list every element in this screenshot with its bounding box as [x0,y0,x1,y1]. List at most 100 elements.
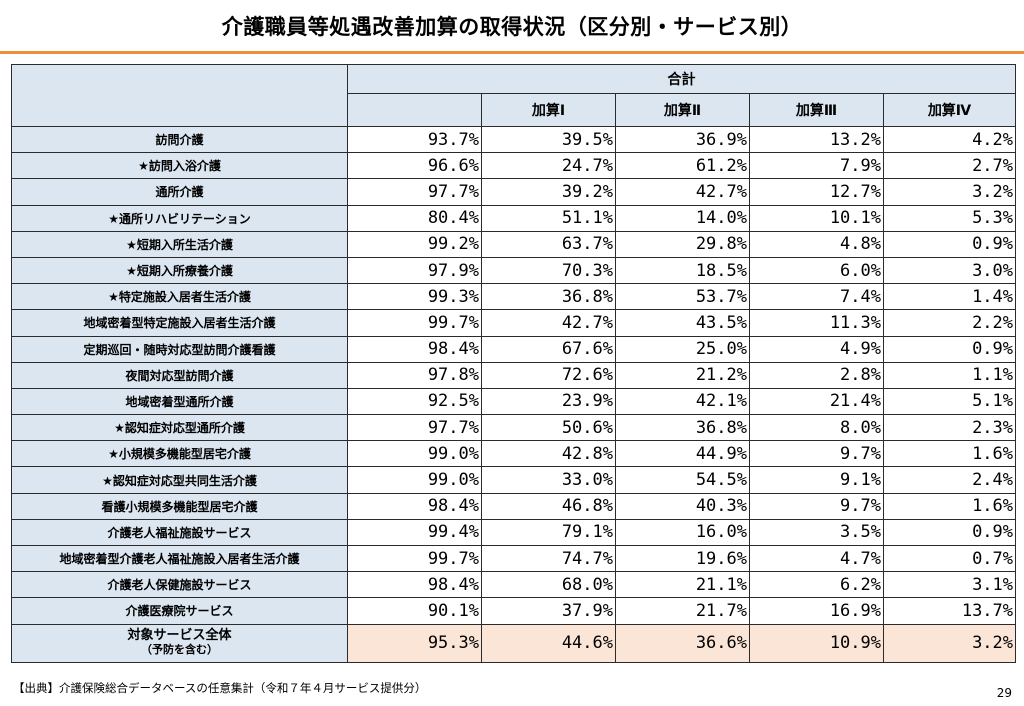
page-number: 29 [996,686,1012,700]
table-row: 定期巡回・随時対応型訪問介護看護 98.4% 67.6% 25.0% 4.9% 0.9% [11,335,1017,363]
service-name: 介護医療院サービス [11,597,348,625]
table-row: 訪問介護 93.7% 39.5% 36.9% 13.2% 4.2% [11,125,1017,154]
service-name: 看護小規模多機能型居宅介護 [11,492,348,520]
value-total: 99.7% [347,544,482,573]
value-kasan-3: 6.2% [749,571,884,599]
value-kasan-2: 29.8% [615,230,750,258]
value-kasan-2: 16.0% [615,518,750,547]
service-name: 地域密着型通所介護 [11,387,348,416]
service-name: 夜間対応型訪問介護 [11,361,348,389]
value-kasan-4: 4.2% [882,125,1017,154]
table-row: 通所介護 97.7% 39.2% 42.7% 12.7% 3.2% [11,178,1017,206]
value-kasan-2: 36.8% [615,414,750,442]
total-value-kasan-2: 36.6% [615,623,750,663]
table-row: ★認知症対応型共同生活介護 99.0% 33.0% 54.5% 9.1% 2.4% [11,466,1017,494]
value-total: 99.3% [347,283,482,311]
value-total: 97.8% [347,361,482,389]
value-total: 90.1% [347,597,482,625]
value-total: 97.9% [347,256,482,285]
service-name: 定期巡回・随時対応型訪問介護看護 [11,335,348,363]
total-value-kasan-3: 10.9% [749,623,884,663]
value-kasan-3: 3.5% [749,518,884,547]
value-kasan-2: 44.9% [615,440,750,468]
value-kasan-1: 51.1% [481,204,616,232]
value-total: 99.7% [347,309,482,337]
value-kasan-2: 18.5% [615,256,750,285]
value-kasan-4: 0.9% [882,230,1017,258]
value-kasan-1: 46.8% [481,492,616,520]
value-kasan-2: 61.2% [615,152,750,180]
value-kasan-3: 8.0% [749,414,884,442]
table-row: ★短期入所生活介護 99.2% 63.7% 29.8% 4.8% 0.9% [11,230,1017,258]
value-kasan-4: 2.3% [882,414,1017,442]
value-kasan-2: 43.5% [615,309,750,337]
value-kasan-1: 79.1% [481,518,616,547]
header-kasan-1: 加算Ⅰ [481,93,616,127]
acquisition-table: 合計 加算Ⅰ 加算Ⅱ 加算Ⅲ 加算Ⅳ 訪問介護 93.7% 39.5% 36.9% 13… [11,64,1017,663]
service-name: 訪問介護 [11,125,348,154]
value-total: 98.4% [347,492,482,520]
total-row: 対象サービス全体 （予防を含む） 95.3% 44.6% 36.6% 10.9%… [11,623,1017,663]
total-row-label: 対象サービス全体 （予防を含む） [11,623,348,663]
table-row: 介護老人福祉施設サービス 99.4% 79.1% 16.0% 3.5% 0.9% [11,518,1017,547]
value-kasan-2: 21.1% [615,571,750,599]
value-kasan-3: 2.8% [749,361,884,389]
value-kasan-4: 0.9% [882,518,1017,547]
value-total: 97.7% [347,414,482,442]
service-name: ★短期入所療養介護 [11,256,348,285]
value-kasan-3: 9.7% [749,492,884,520]
value-kasan-2: 54.5% [615,466,750,494]
value-kasan-4: 13.7% [882,597,1017,625]
value-kasan-3: 9.1% [749,466,884,494]
value-kasan-3: 21.4% [749,387,884,416]
value-kasan-3: 10.1% [749,204,884,232]
value-kasan-3: 4.7% [749,544,884,573]
value-total: 99.0% [347,466,482,494]
header-kasan-2: 加算Ⅱ [615,93,750,127]
value-kasan-4: 3.0% [882,256,1017,285]
total-value-total: 95.3% [347,623,482,663]
table-row: 地域密着型介護老人福祉施設入居者生活介護 99.7% 74.7% 19.6% 4.7% 0… [11,544,1017,573]
service-name: ★通所リハビリテーション [11,204,348,232]
value-kasan-2: 14.0% [615,204,750,232]
value-kasan-2: 42.7% [615,178,750,206]
total-value-kasan-1: 44.6% [481,623,616,663]
value-kasan-4: 0.9% [882,335,1017,363]
service-name: ★認知症対応型共同生活介護 [11,466,348,494]
value-total: 96.6% [347,152,482,180]
table-row: 介護老人保健施設サービス 98.4% 68.0% 21.1% 6.2% 3.1% [11,571,1017,599]
service-name: 地域密着型特定施設入居者生活介護 [11,309,348,337]
value-kasan-3: 11.3% [749,309,884,337]
value-kasan-4: 0.7% [882,544,1017,573]
value-total: 80.4% [347,204,482,232]
header-corner [11,64,348,127]
value-kasan-4: 2.2% [882,309,1017,337]
value-kasan-3: 12.7% [749,178,884,206]
value-kasan-2: 40.3% [615,492,750,520]
value-kasan-1: 63.7% [481,230,616,258]
table-row: ★通所リハビリテーション 80.4% 51.1% 14.0% 10.1% 5.3% [11,204,1017,232]
page-title: 介護職員等処遇改善加算の取得状況（区分別・サービス別） [221,15,803,39]
value-total: 99.4% [347,518,482,547]
value-kasan-1: 74.7% [481,544,616,573]
value-total: 98.4% [347,571,482,599]
value-kasan-1: 42.8% [481,440,616,468]
value-kasan-4: 3.2% [882,178,1017,206]
value-kasan-1: 39.5% [481,125,616,154]
service-name: ★認知症対応型通所介護 [11,414,348,442]
service-name: 介護老人福祉施設サービス [11,518,348,547]
header-kasan-4: 加算Ⅳ [882,93,1017,127]
value-kasan-4: 2.7% [882,152,1017,180]
value-kasan-1: 42.7% [481,309,616,337]
value-kasan-4: 1.6% [882,440,1017,468]
value-total: 98.4% [347,335,482,363]
value-kasan-1: 37.9% [481,597,616,625]
value-kasan-2: 25.0% [615,335,750,363]
service-name: ★短期入所生活介護 [11,230,348,258]
value-kasan-3: 7.4% [749,283,884,311]
value-kasan-2: 53.7% [615,283,750,311]
total-label-text: 対象サービス全体 [127,628,232,644]
value-kasan-1: 50.6% [481,414,616,442]
value-kasan-3: 4.8% [749,230,884,258]
value-kasan-1: 36.8% [481,283,616,311]
